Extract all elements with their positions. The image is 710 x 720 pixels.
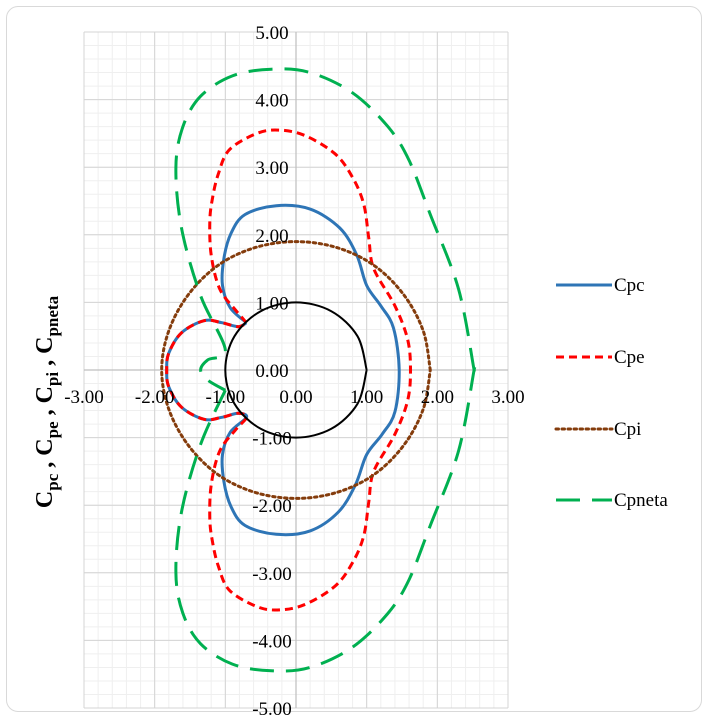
x-tick-label: -3.00 [64,387,104,408]
y-tick-label: -1.00 [252,429,292,450]
x-tick-label: 2.00 [421,387,454,408]
y-tick-label: -3.00 [252,564,292,585]
y-axis-title-subscript: pe [43,421,62,438]
x-tick-label: 0.00 [279,387,312,408]
x-tick-label: 1.00 [350,387,383,408]
series-layer [160,67,478,673]
y-axis-title-symbol: C [32,491,58,508]
y-axis-title-subscript: pneta [43,295,62,336]
chart-frame [6,6,702,712]
x-tick-label: -1.00 [206,387,246,408]
series-cpe-line [165,128,412,612]
y-tick-label: 0.00 [255,361,288,382]
tick-labels: -5.00 -4.00 -3.00 -2.00 -1.00 0.00 1.00 2.00 3.0… [64,23,524,720]
legend-label-cpneta: Cpneta [614,490,668,511]
y-axis-title-separator: , [32,456,58,474]
legend-label-cpc: Cpc [614,275,645,296]
y-axis-title-symbol: C [32,337,58,354]
y-tick-label: 1.00 [255,293,288,314]
y-axis-title: Cpc , Cpe , Cpi , Cpneta [32,295,62,508]
y-axis-title-symbol: C [32,386,58,403]
y-axis-title-separator: , [32,354,58,372]
legend-label-cpi: Cpi [614,419,641,440]
y-axis-title-symbol: C [32,438,58,455]
y-tick-label: 5.00 [255,23,288,44]
y-axis-title-separator: , [32,403,58,421]
y-tick-label: -4.00 [252,631,292,652]
y-tick-label: 2.00 [255,226,288,247]
y-tick-label: 4.00 [255,91,288,112]
y-tick-label: 3.00 [255,158,288,179]
y-tick-label: -2.00 [252,496,292,517]
axes [84,32,508,708]
x-tick-label: -2.00 [135,387,175,408]
y-axis-title-subscript: pi [43,372,62,386]
series-cpc-line [165,203,401,537]
unit-circle-line [224,301,368,439]
y-axis-title-subscript: pc [43,473,62,490]
series-cpi-line [160,240,432,500]
legend: Cpc Cpe Cpi Cpneta [554,275,668,511]
legend-label-cpe: Cpe [614,347,645,368]
y-tick-label: -5.00 [252,699,292,720]
series-cpneta-line [174,67,478,673]
x-tick-label: 3.00 [491,387,524,408]
